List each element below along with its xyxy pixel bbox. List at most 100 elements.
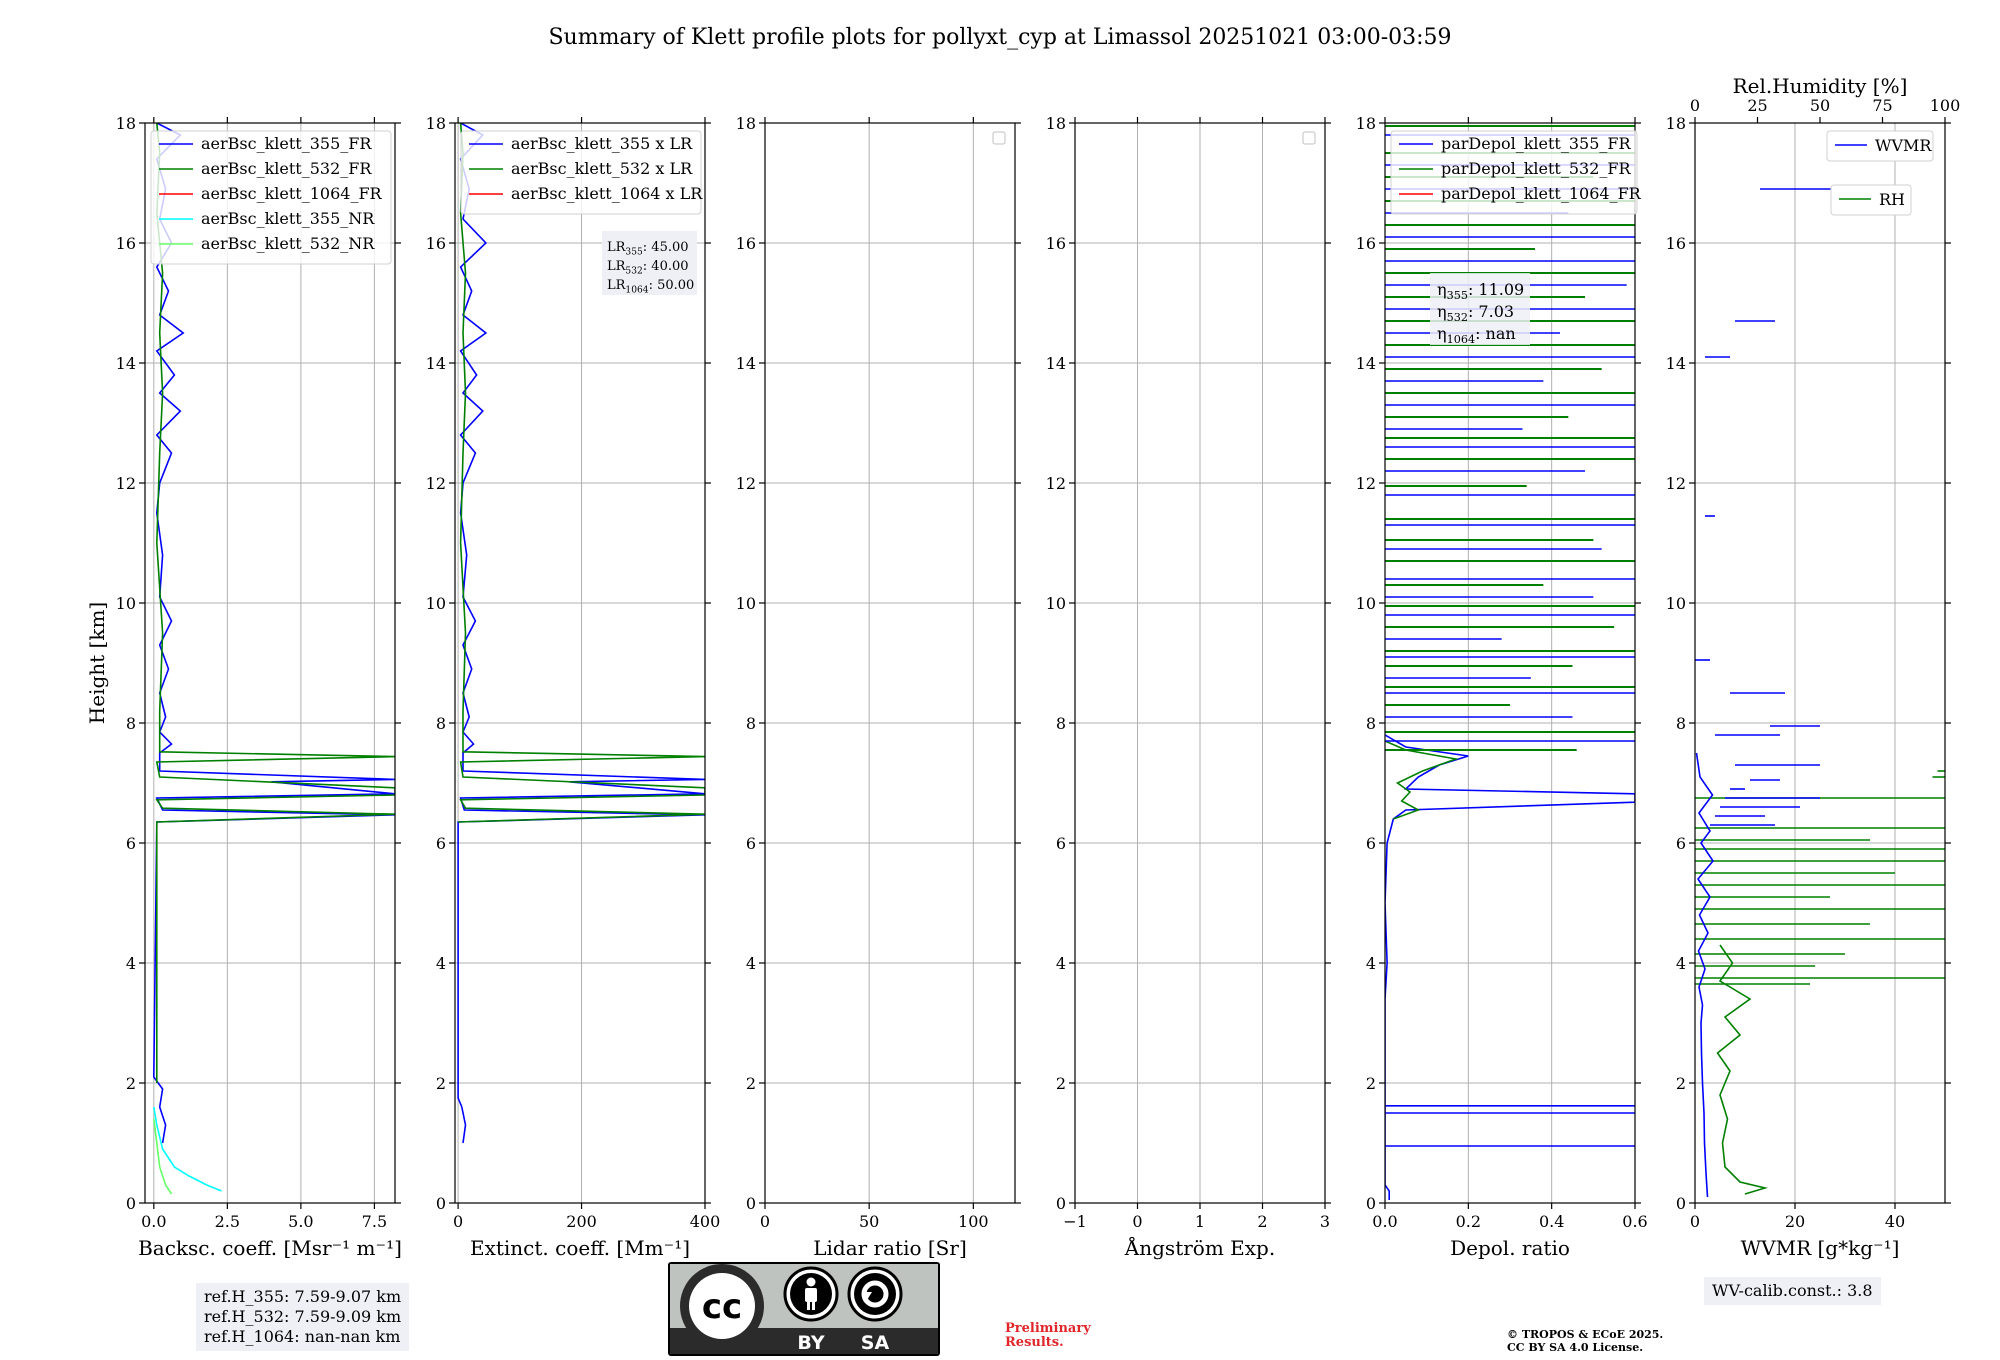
y-tick-label: 4 [1676,954,1686,973]
ref-height-1064: ref.H_1064: nan-nan km [204,1327,401,1346]
legend-label: aerBsc_klett_355_FR [201,134,372,153]
y-tick-label: 14 [116,354,136,373]
x-tick-label: 0 [760,1212,770,1231]
axes-frame [454,122,706,1204]
panel-lidar_ratio: 0 2 4 6 8 10 12 14 16 18 0 50 100 Lidar ratio [Sr] [736,114,1021,1260]
x-tick-label: 2 [1257,1212,1267,1231]
x-tick-label: 5.0 [288,1212,313,1231]
y-tick-label: 18 [116,114,136,133]
legend-label: parDepol_klett_532_FR [1441,159,1632,178]
y-tick-label: 12 [426,474,446,493]
x-tick-label: 3 [1320,1212,1330,1231]
y-tick-label: 10 [116,594,136,613]
x-axis-label: WVMR [g*kg⁻¹] [1741,1236,1900,1260]
series-line-aerBsc_klett_532_FR [155,123,395,1083]
y-tick-label: 4 [1056,954,1066,973]
cc-license-badge[interactable]: cc BY SA [668,1262,940,1356]
y-tick-label: 12 [736,474,756,493]
y-tick-label: 2 [1366,1074,1376,1093]
data-layer [1385,125,1635,1200]
y-tick-label: 10 [1046,594,1066,613]
y-tick-label: 6 [126,834,136,853]
legend-box-wvmr [1826,130,1934,162]
reference-height-box: ref.H_355: 7.59-9.07 km ref.H_532: 7.59-… [196,1283,410,1351]
y-tick-label: 6 [436,834,446,853]
y-tick-label: 4 [1366,954,1376,973]
eta-note: η532: 7.03 [1437,302,1514,324]
legend-label: parDepol_klett_1064_FR [1441,184,1642,203]
x-tick-label: 100 [958,1212,989,1231]
x-axis-label: Extinct. coeff. [Mm⁻¹] [470,1236,690,1260]
share-alike-icon [847,1266,903,1322]
lidar-ratio-note-box [602,231,697,295]
x-top-tick-label: 100 [1930,96,1961,115]
x-axis-label: Depol. ratio [1450,1236,1570,1260]
x-top-tick-label: 0 [1690,96,1700,115]
panel-depol: 0 2 4 6 8 10 12 14 16 18 0.0 0.2 0.4 0.6 Depol. ratio p… [1356,114,1648,1260]
series-line-aerBsc_klett_532 x LR [458,123,705,823]
y-tick-label: 4 [746,954,756,973]
y-tick-label: 18 [426,114,446,133]
cc-logo-text: cc [702,1287,742,1327]
data-layer [457,123,705,1144]
copyright-line-1: © TROPOS & ECoE 2025. [1507,1328,1664,1341]
y-tick-label: 16 [1046,234,1066,253]
y-tick-label: 2 [126,1074,136,1093]
y-tick-label: 18 [1356,114,1376,133]
wvmr-line [1695,752,1714,1198]
empty-legend-box [1302,131,1316,145]
y-tick-label: 8 [436,714,446,733]
y-tick-label: 6 [1676,834,1686,853]
eta-note: η355: 11.09 [1437,280,1524,302]
legend-label: aerBsc_klett_532_FR [201,159,372,178]
x-tick-label: 0.6 [1622,1212,1647,1231]
y-tick-label: 14 [426,354,446,373]
x-tick-label: 400 [690,1212,721,1231]
series-line-aerBsc_klett_355_NR [153,1106,222,1192]
legend-label-rh: RH [1879,190,1905,209]
wv-calibration-box: WV-calib.const.: 3.8 [1704,1277,1881,1305]
axes-frame [764,122,1016,1204]
ref-height-355: ref.H_355: 7.59-9.07 km [204,1287,402,1306]
legend-label: aerBsc_klett_1064 x LR [511,184,703,203]
x-tick-label: 7.5 [362,1212,387,1231]
y-tick-label: 10 [1356,594,1376,613]
legend-box-rh [1830,184,1912,216]
y-tick-label: 0 [126,1194,136,1213]
y-tick-label: 2 [1676,1074,1686,1093]
y-tick-label: 18 [1666,114,1686,133]
y-tick-label: 2 [1056,1074,1066,1093]
y-tick-label: 10 [1666,594,1686,613]
preliminary-line-1: Preliminary [1005,1321,1091,1336]
series-line-parDepol_klett_355_FR [1385,734,1635,1200]
y-tick-label: 8 [1056,714,1066,733]
eta-note: η1064: nan [1437,324,1516,346]
axes-frame [144,122,396,1204]
y-tick-label: 0 [746,1194,756,1213]
y-tick-label: 12 [116,474,136,493]
x-tick-label: 0.0 [1372,1212,1397,1231]
eta-note-box [1430,273,1530,345]
copyright-line-2: CC BY SA 4.0 License. [1507,1341,1644,1354]
legend-label: aerBsc_klett_532 x LR [511,159,693,178]
y-tick-label: 14 [1046,354,1066,373]
y-tick-label: 16 [736,234,756,253]
x-top-tick-label: 75 [1872,96,1892,115]
legend-box [460,130,702,215]
y-tick-label: 4 [126,954,136,973]
figure-title: Summary of Klett profile plots for polly… [548,25,1451,50]
y-tick-label: 2 [436,1074,446,1093]
y-tick-label: 0 [1676,1194,1686,1213]
y-tick-label: 6 [1056,834,1066,853]
data-layer [152,123,395,1195]
by-label: BY [797,1332,824,1354]
lidar-ratio-note: LR1064: 50.00 [607,278,694,295]
x-tick-label: 0.4 [1539,1212,1564,1231]
rh-line [1716,944,1769,1195]
y-tick-label: 6 [1366,834,1376,853]
y-tick-label: 12 [1356,474,1376,493]
preliminary-results-note: Preliminary Results. [1005,1322,1091,1350]
y-tick-label: 12 [1046,474,1066,493]
